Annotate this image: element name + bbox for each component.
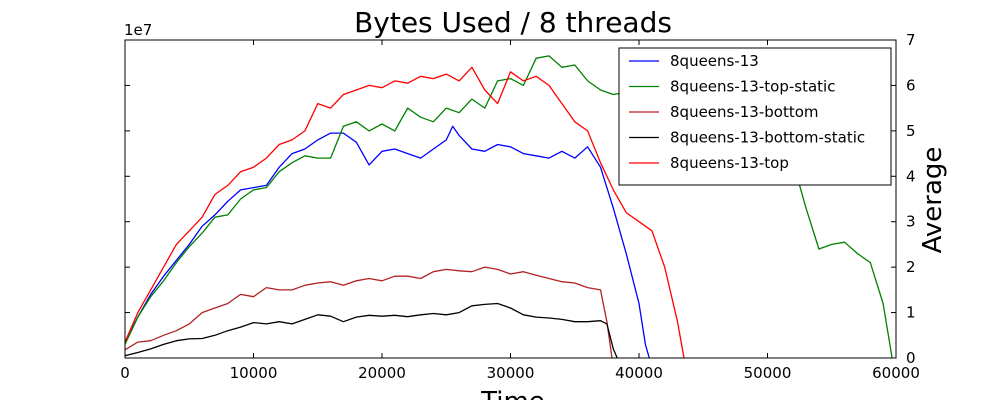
- legend: 8queens-13 8queens-13-top-static 8queens-1…: [618, 47, 892, 186]
- y-axis-label: Average: [918, 147, 948, 254]
- x-tick-label: 50000: [744, 364, 792, 382]
- y-tick-label: 2: [906, 258, 916, 276]
- y-tick-label: 7: [906, 31, 916, 49]
- y-ticks: 0 1 2 3 4 5 6 7: [125, 31, 916, 367]
- x-tick-label: 10000: [230, 364, 278, 382]
- y-tick-label: 5: [906, 122, 916, 140]
- legend-box: [618, 47, 892, 186]
- legend-label: 8queens-13-bottom: [670, 103, 819, 121]
- legend-label: 8queens-13-top: [670, 154, 789, 172]
- x-tick-label: 40000: [615, 364, 663, 382]
- series-line-5: [124, 66, 685, 359]
- legend-label: 8queens-13-bottom-static: [670, 129, 865, 147]
- y-tick-label: 4: [906, 167, 916, 185]
- x-tick-label: 60000: [872, 364, 920, 382]
- y-tick-label: 6: [906, 76, 916, 94]
- x-tick-label: 0: [120, 364, 130, 382]
- legend-label: 8queens-13: [670, 52, 759, 70]
- y-tick-label: 3: [906, 213, 916, 231]
- y-tick-label: 0: [906, 349, 916, 367]
- x-axis-label: Time: [480, 387, 545, 400]
- chart-title: Bytes Used / 8 threads: [354, 6, 672, 39]
- x-ticks: 0 10000 20000 30000 40000 50000 60000: [120, 40, 920, 382]
- x-tick-label: 20000: [358, 364, 406, 382]
- y-tick-label: 1: [906, 304, 916, 322]
- series-line-3: [124, 266, 613, 359]
- series-line-1: [124, 125, 650, 359]
- x-tick-label: 30000: [487, 364, 535, 382]
- series-line-4: [124, 302, 618, 359]
- y-offset-label: 1e7: [124, 21, 152, 39]
- legend-label: 8queens-13-top-static: [670, 78, 835, 96]
